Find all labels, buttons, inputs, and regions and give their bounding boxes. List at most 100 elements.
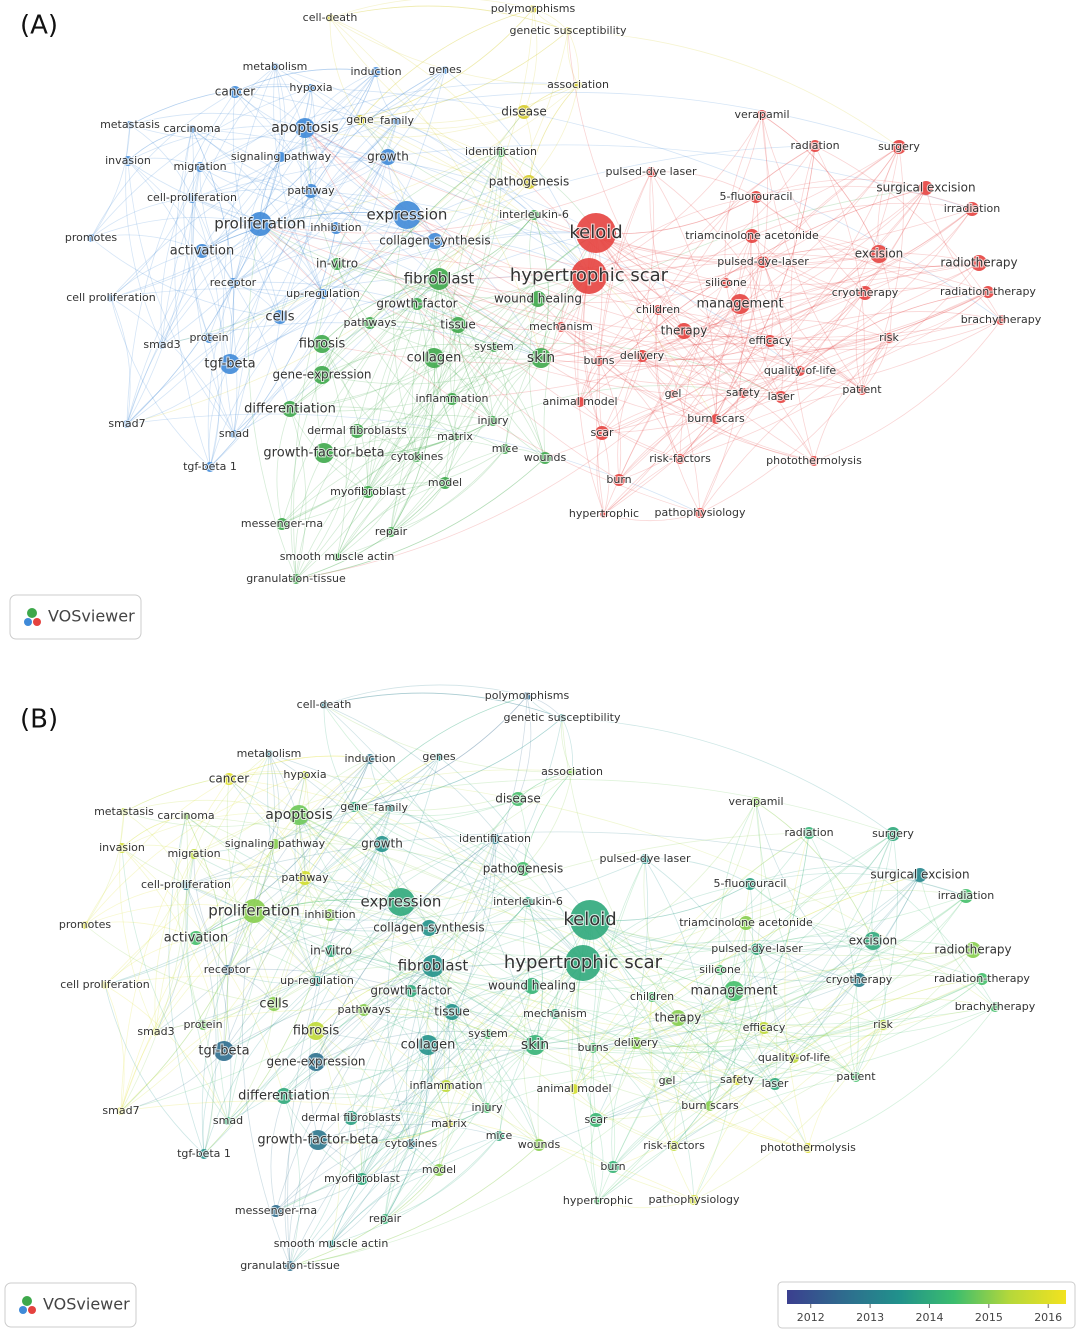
node [574, 81, 582, 89]
node-label: activation [164, 931, 228, 946]
node-label: pathophysiology [655, 506, 746, 519]
link [208, 111, 525, 339]
link [253, 910, 533, 987]
link [390, 456, 418, 533]
link [227, 756, 440, 1122]
node-label: differentiation [238, 1089, 330, 1104]
link [126, 363, 231, 425]
link [589, 919, 695, 1201]
link [709, 874, 921, 1107]
node-label: gel [665, 387, 682, 400]
link [193, 753, 270, 855]
link [310, 190, 436, 242]
node-label: risk-factors [643, 1139, 705, 1152]
link [329, 5, 569, 32]
link [295, 430, 358, 580]
link [123, 811, 300, 828]
link [120, 910, 255, 1112]
link [281, 420, 494, 525]
node [424, 348, 444, 368]
link [281, 357, 542, 525]
link [367, 275, 590, 493]
node-label: cells [265, 310, 294, 325]
link [191, 197, 238, 435]
node-label: apoptosis [271, 120, 338, 136]
link [888, 291, 989, 339]
link [359, 119, 530, 183]
link [601, 337, 890, 434]
node-label: animal model [536, 1082, 611, 1095]
node-label: smooth muscle actin [274, 1237, 389, 1250]
link [579, 401, 681, 460]
node [488, 416, 498, 426]
node [500, 444, 510, 454]
link [361, 1123, 450, 1180]
node-label: hypoxia [283, 768, 326, 781]
link [253, 910, 695, 1201]
node-label: mice [492, 442, 519, 455]
link [226, 969, 318, 984]
node-label: scar [584, 1113, 608, 1126]
link [756, 833, 894, 950]
node-label: pulsed-dye-laser [711, 942, 803, 955]
link [241, 910, 291, 1267]
node-label: receptor [210, 276, 257, 289]
node-label: invasion [105, 154, 151, 167]
node-label: brachytherapy [955, 1000, 1036, 1013]
node-label: gene [340, 800, 368, 813]
link [384, 1044, 429, 1220]
link [275, 985, 533, 1212]
link [110, 297, 131, 425]
link [323, 692, 563, 719]
node [669, 390, 677, 398]
link [577, 275, 605, 515]
node [189, 849, 199, 859]
link [273, 832, 810, 1005]
node [636, 350, 648, 362]
link [451, 232, 597, 400]
link [709, 883, 754, 1107]
node [884, 333, 894, 343]
link [384, 901, 529, 1220]
node [421, 920, 437, 936]
node-label: dermal fibroblasts [301, 1111, 401, 1124]
node-label: irradiation [944, 202, 1001, 215]
link [589, 919, 776, 1085]
node-label: in-vitro [310, 944, 352, 958]
link [560, 326, 717, 420]
node [919, 181, 933, 195]
link [110, 69, 446, 299]
link [330, 1135, 500, 1245]
link [185, 884, 217, 1155]
link [304, 127, 980, 269]
link [861, 146, 904, 391]
link [648, 996, 675, 1147]
link [281, 456, 418, 525]
node-label: hypertrophic [563, 1194, 633, 1207]
link [651, 996, 857, 1078]
link [309, 950, 332, 1141]
link [323, 684, 528, 706]
node-label: inhibition [310, 221, 361, 234]
node [325, 945, 337, 957]
link [259, 223, 1002, 339]
node-label: brachytherapy [961, 313, 1042, 326]
link [283, 985, 533, 1097]
link [363, 1008, 489, 1035]
link [618, 146, 900, 481]
node [371, 67, 381, 77]
link [405, 965, 434, 1145]
link [438, 1033, 489, 1171]
link [304, 774, 383, 845]
link [677, 1005, 884, 1026]
link [560, 326, 681, 460]
logo-box [9, 594, 142, 640]
link [356, 278, 440, 432]
panel-b: (B) cell-death polymorphisms genetic susce… [4, 684, 1076, 1329]
link [384, 1107, 488, 1220]
link [323, 420, 494, 456]
link [208, 363, 231, 468]
link [427, 962, 584, 1046]
link [356, 430, 446, 484]
node-label: fibrosis [299, 337, 346, 352]
